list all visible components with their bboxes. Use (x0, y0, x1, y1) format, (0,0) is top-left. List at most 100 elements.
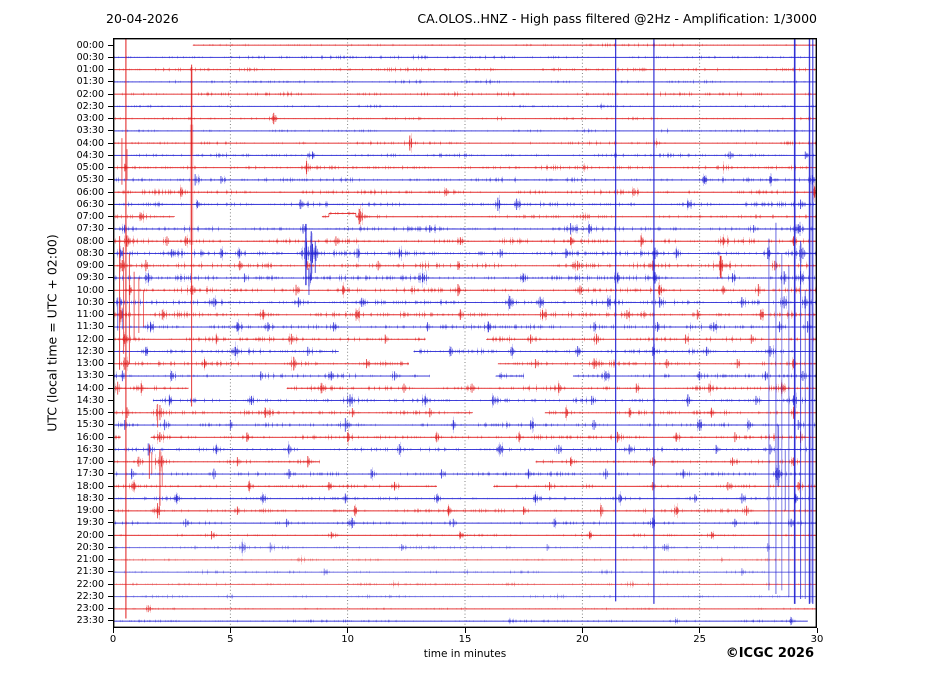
y-tick-mark (108, 167, 113, 169)
y-tick-mark (108, 375, 113, 377)
y-tick-label: 20:00 (76, 529, 104, 541)
y-tick-mark (108, 485, 113, 487)
y-tick-label: 14:30 (76, 394, 104, 406)
y-tick-label: 16:00 (76, 431, 104, 443)
y-tick-label: 10:00 (76, 284, 104, 296)
y-tick-label: 09:00 (76, 260, 104, 272)
y-tick-mark (108, 424, 113, 426)
y-tick-label: 18:30 (76, 492, 104, 504)
y-tick-label: 09:30 (76, 272, 104, 284)
y-tick-label: 11:00 (76, 309, 104, 321)
y-tick-mark (108, 301, 113, 303)
y-tick-mark (108, 448, 113, 450)
y-tick-label: 06:00 (76, 186, 104, 198)
plot-area (113, 38, 817, 628)
y-tick-mark (108, 216, 113, 218)
y-tick-mark (108, 620, 113, 622)
x-axis-label: time in minutes (423, 648, 507, 660)
y-tick-mark (108, 399, 113, 401)
x-tick-mark (112, 628, 114, 633)
y-tick-label: 00:00 (76, 39, 104, 51)
x-tick-mark (464, 628, 466, 633)
y-tick-mark (108, 81, 113, 83)
y-tick-mark (108, 436, 113, 438)
y-tick-mark (108, 93, 113, 95)
y-tick-label: 12:30 (76, 345, 104, 357)
y-tick-label: 01:30 (76, 76, 104, 88)
y-tick-mark (108, 595, 113, 597)
x-tick-mark (699, 628, 701, 633)
y-tick-mark (108, 387, 113, 389)
x-tick-label: 10 (341, 634, 355, 645)
y-tick-mark (108, 326, 113, 328)
y-tick-mark (108, 338, 113, 340)
y-tick-label: 23:00 (76, 603, 104, 615)
y-tick-label: 07:00 (76, 211, 104, 223)
y-tick-mark (108, 277, 113, 279)
y-tick-label: 12:00 (76, 333, 104, 345)
y-tick-label: 21:00 (76, 554, 104, 566)
y-tick-mark (108, 240, 113, 242)
y-tick-label: 03:00 (76, 113, 104, 125)
y-tick-label: 13:30 (76, 370, 104, 382)
y-tick-mark (108, 559, 113, 561)
y-tick-label: 17:00 (76, 456, 104, 468)
x-tick-label: 20 (575, 634, 589, 645)
y-tick-label: 14:00 (76, 382, 104, 394)
y-tick-mark (108, 56, 113, 58)
y-tick-mark (108, 546, 113, 548)
y-tick-mark (108, 154, 113, 156)
y-tick-label: 01:00 (76, 64, 104, 75)
y-tick-label: 21:30 (76, 566, 104, 578)
y-tick-label: 05:00 (76, 162, 104, 174)
y-tick-label: 10:30 (76, 296, 104, 308)
y-tick-label: 04:30 (76, 149, 104, 161)
y-tick-label: 03:30 (76, 125, 104, 137)
y-tick-label: 19:00 (76, 505, 104, 517)
y-tick-mark (108, 497, 113, 499)
x-tick-label: 25 (693, 634, 707, 645)
y-tick-label: 02:30 (76, 100, 104, 112)
y-tick-mark (108, 473, 113, 475)
helicorder-canvas (113, 38, 817, 628)
y-tick-mark (108, 179, 113, 181)
y-tick-label: 22:30 (76, 590, 104, 602)
y-tick-label: 15:00 (76, 407, 104, 419)
x-tick-mark (347, 628, 349, 633)
copyright-label: ©ICGC 2026 (725, 646, 814, 661)
y-tick-label: 06:30 (76, 198, 104, 210)
y-tick-label: 11:30 (76, 321, 104, 333)
y-tick-label: 07:30 (76, 223, 104, 235)
y-tick-mark (108, 265, 113, 267)
y-tick-mark (108, 583, 113, 585)
y-tick-label: 00:30 (76, 51, 104, 63)
y-tick-label: 08:00 (76, 235, 104, 247)
x-tick-label: 30 (810, 634, 824, 645)
x-tick-label: 0 (109, 634, 117, 645)
y-tick-label: 19:30 (76, 517, 104, 529)
y-tick-label: 02:00 (76, 88, 104, 100)
y-tick-label: 08:30 (76, 247, 104, 259)
y-tick-mark (108, 510, 113, 512)
y-tick-label: 17:30 (76, 468, 104, 480)
x-tick-mark (816, 628, 818, 633)
y-tick-mark (108, 289, 113, 291)
y-tick-mark (108, 191, 113, 193)
y-tick-mark (108, 571, 113, 573)
y-tick-mark (108, 350, 113, 352)
x-tick-mark (581, 628, 583, 633)
y-tick-label: 04:00 (76, 137, 104, 149)
y-tick-label: 22:00 (76, 578, 104, 590)
x-tick-label: 15 (458, 634, 472, 645)
y-tick-mark (108, 118, 113, 120)
y-tick-label: 15:30 (76, 419, 104, 431)
x-tick-mark (229, 628, 231, 633)
y-tick-mark (108, 608, 113, 610)
y-tick-label: 20:30 (76, 541, 104, 553)
y-tick-mark (108, 314, 113, 316)
y-tick-mark (108, 142, 113, 144)
y-tick-label: 23:30 (76, 615, 104, 627)
plot-title: CA.OLOS..HNZ - High pass filtered @2Hz -… (417, 11, 817, 26)
y-tick-mark (108, 522, 113, 524)
y-tick-mark (108, 69, 113, 70)
